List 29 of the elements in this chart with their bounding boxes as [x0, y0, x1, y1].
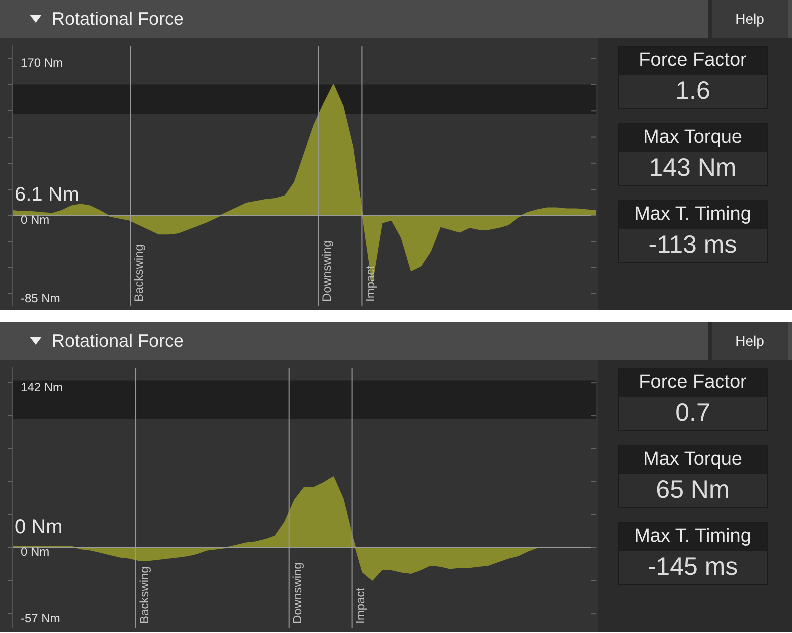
annotation: Downswing [320, 240, 334, 302]
annotation: Impact [354, 587, 368, 624]
annotation: Downswing [290, 562, 305, 624]
y-tick-label: 142 Nm [21, 380, 64, 394]
text: 143 Nm [619, 152, 767, 185]
y-tick-label: -57 Nm [21, 611, 60, 626]
text: Help [708, 322, 788, 360]
chart-title: Rotational Force [52, 8, 184, 30]
annotation: 6.1 Nm [15, 184, 80, 206]
y-tick-label: 170 Nm [21, 56, 64, 70]
y-tick-label: 0 Nm [21, 212, 50, 227]
text: 1.6 [619, 75, 767, 108]
annotation: Backswing [137, 566, 152, 624]
annotation: Impact [364, 265, 378, 302]
y-tick-label: 0 Nm [21, 545, 50, 560]
text: Help [708, 0, 788, 38]
text: Max T. Timing [619, 523, 767, 551]
text: Force Factor [619, 369, 767, 397]
text: Max Torque [619, 446, 767, 474]
text: 0.7 [619, 397, 767, 430]
y-tick-label: -85 Nm [21, 291, 60, 306]
text: -113 ms [619, 229, 767, 262]
text: Force Factor [619, 47, 767, 75]
text: Max T. Timing [619, 201, 767, 229]
annotation: Backswing [132, 244, 146, 302]
text: -145 ms [619, 551, 767, 584]
text: 65 Nm [619, 474, 767, 507]
chart-title: Rotational Force [52, 330, 184, 352]
text: Max Torque [619, 124, 767, 152]
